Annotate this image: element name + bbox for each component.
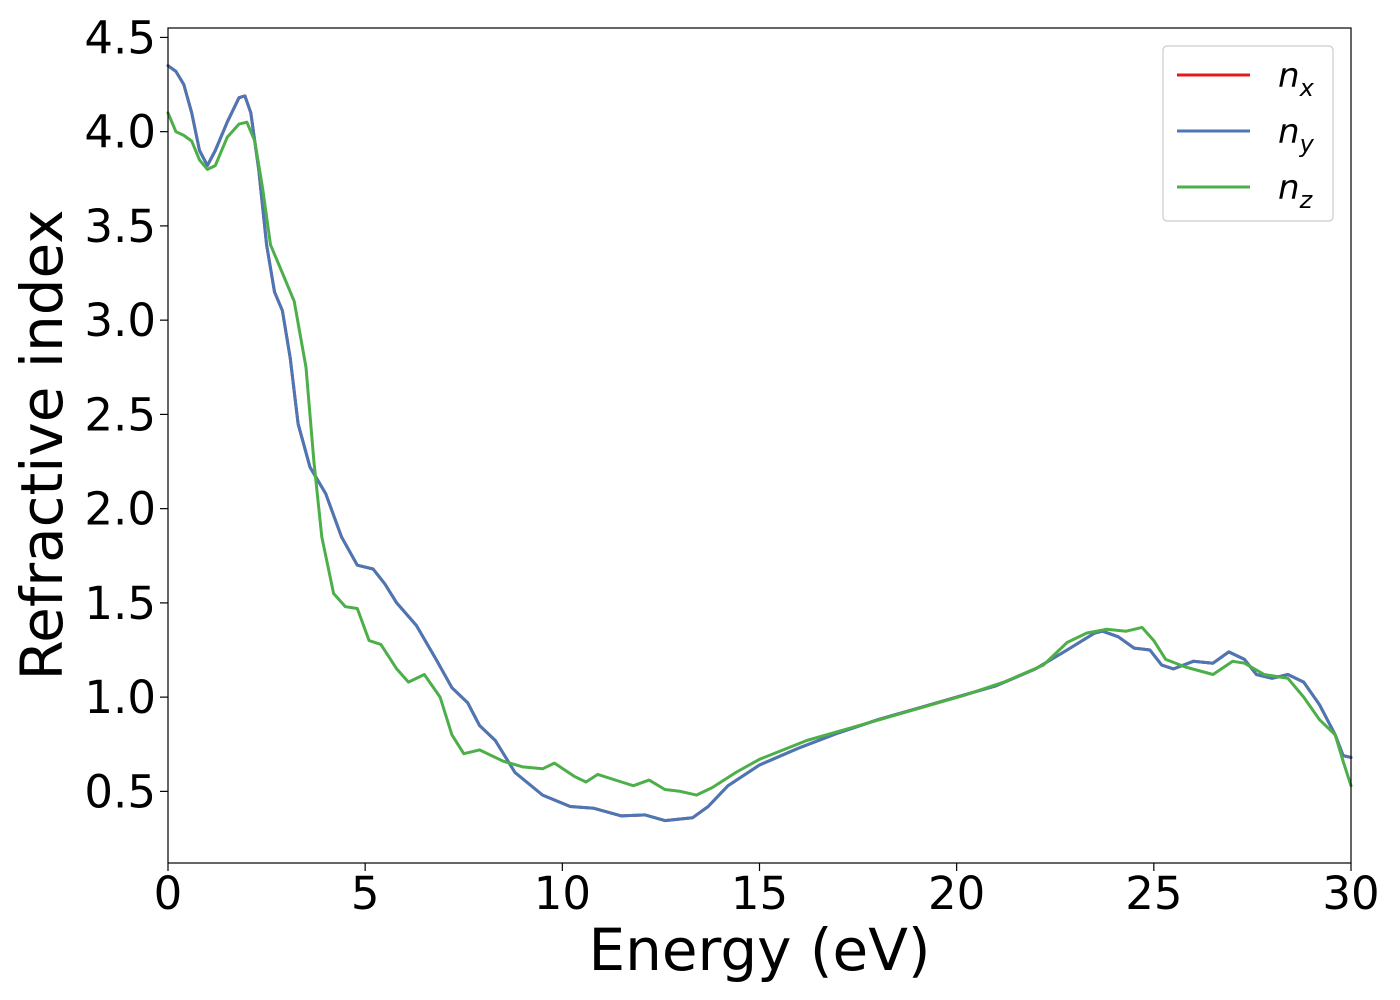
- x-tick-label: 30: [1322, 867, 1379, 920]
- legend-label-n-x: nx: [1278, 56, 1315, 102]
- legend-label-main: n: [1278, 112, 1300, 152]
- y-axis-label: Refractive index: [8, 209, 76, 680]
- y-tick-label: 4.5: [84, 11, 156, 64]
- legend-label-main: n: [1278, 168, 1300, 208]
- y-tick-label: 2.5: [84, 388, 156, 441]
- series-layer: [166, 64, 1353, 823]
- legend-label-n-y: ny: [1278, 112, 1315, 158]
- x-tick-label: 20: [928, 867, 985, 920]
- x-tick-label: 25: [1125, 867, 1182, 920]
- y-tick-label: 4.0: [84, 106, 156, 159]
- x-axis-label: Energy (eV): [588, 916, 930, 984]
- legend-label-main: n: [1278, 56, 1300, 96]
- y-tick-label: 1.0: [84, 671, 156, 724]
- x-tick-label: 10: [534, 867, 591, 920]
- y-tick-label: 3.0: [84, 294, 156, 347]
- legend-label-n-z: nz: [1278, 168, 1314, 214]
- x-axis-ticks: 0 5 10 15 20 25 30: [154, 863, 1380, 920]
- legend-box: [1162, 45, 1334, 222]
- y-tick-label: 3.5: [84, 200, 156, 253]
- series-line-n-y: [166, 64, 1353, 823]
- series-line-n-z: [166, 111, 1353, 797]
- x-tick-label: 5: [351, 867, 380, 920]
- legend-label-subscript: y: [1299, 130, 1315, 158]
- x-tick-label: 15: [731, 867, 788, 920]
- y-tick-label: 2.0: [84, 483, 156, 536]
- y-tick-label: 0.5: [84, 765, 156, 818]
- y-tick-label: 1.5: [84, 577, 156, 630]
- x-tick-label: 0: [154, 867, 183, 920]
- legend-label-subscript: x: [1299, 74, 1315, 102]
- y-axis-ticks: 0.5 1.0 1.5 2.0 2.5 3.0 3.5 4.0 4.5: [84, 11, 168, 818]
- legend-label-subscript: z: [1299, 186, 1314, 214]
